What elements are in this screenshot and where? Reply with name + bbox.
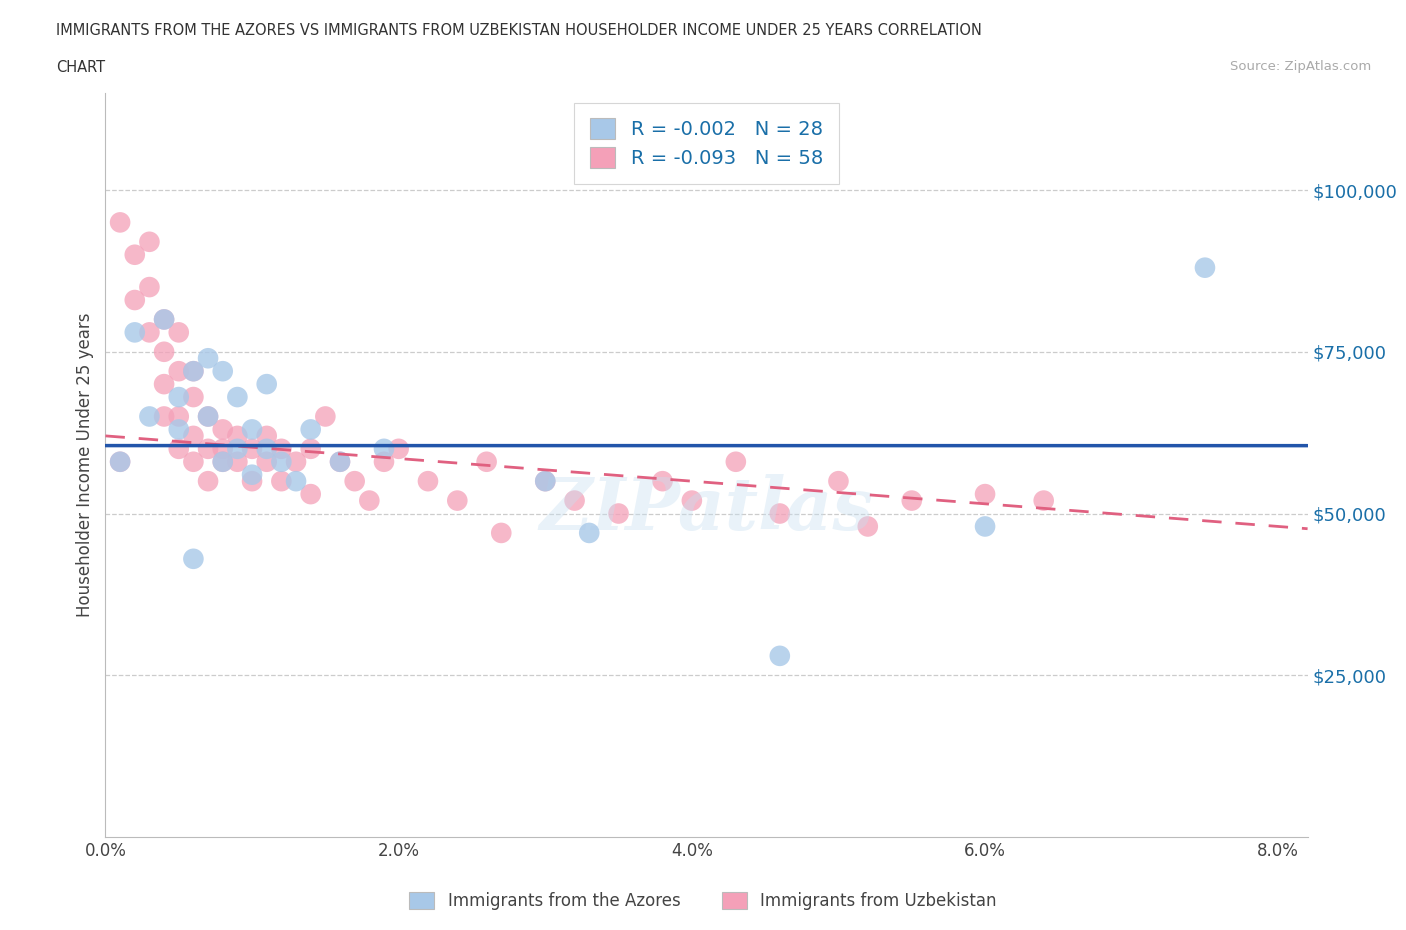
Point [974,486,997,501]
Point [651,473,673,488]
Point [388,442,411,457]
Point [416,473,439,488]
Point [681,493,703,508]
Point [167,409,190,424]
Point [138,409,160,424]
Point [343,473,366,488]
Point [153,312,176,326]
Point [108,455,131,470]
Point [256,377,278,392]
Point [607,506,630,521]
Point [138,234,160,249]
Point [240,467,263,482]
Point [197,442,219,457]
Point [769,506,792,521]
Point [211,442,233,457]
Point [534,473,557,488]
Point [359,493,381,508]
Point [211,455,233,470]
Point [183,551,205,566]
Point [856,519,879,534]
Point [270,455,292,470]
Point [285,473,308,488]
Point [226,429,249,444]
Point [256,455,278,470]
Point [183,390,205,405]
Point [124,293,146,308]
Y-axis label: Householder Income Under 25 years: Householder Income Under 25 years [76,312,94,618]
Point [197,351,219,365]
Point [197,473,219,488]
Point [226,442,249,457]
Point [256,429,278,444]
Point [373,442,395,457]
Point [183,364,205,379]
Point [240,422,263,437]
Point [314,409,336,424]
Point [974,519,997,534]
Point [827,473,849,488]
Point [153,409,176,424]
Point [138,280,160,295]
Point [724,455,747,470]
Point [211,455,233,470]
Point [564,493,586,508]
Legend: Immigrants from the Azores, Immigrants from Uzbekistan: Immigrants from the Azores, Immigrants f… [402,885,1004,917]
Point [373,455,395,470]
Point [285,455,308,470]
Point [226,455,249,470]
Point [491,525,513,540]
Point [167,325,190,339]
Point [183,455,205,470]
Point [270,473,292,488]
Point [167,390,190,405]
Point [534,473,557,488]
Point [183,364,205,379]
Point [578,525,600,540]
Point [240,473,263,488]
Point [197,409,219,424]
Point [183,429,205,444]
Point [167,364,190,379]
Point [256,442,278,457]
Point [475,455,498,470]
Point [167,442,190,457]
Text: Source: ZipAtlas.com: Source: ZipAtlas.com [1230,60,1371,73]
Point [124,247,146,262]
Point [900,493,922,508]
Point [153,377,176,392]
Text: IMMIGRANTS FROM THE AZORES VS IMMIGRANTS FROM UZBEKISTAN HOUSEHOLDER INCOME UNDE: IMMIGRANTS FROM THE AZORES VS IMMIGRANTS… [56,23,983,38]
Point [446,493,468,508]
Point [153,312,176,326]
Point [1194,260,1216,275]
Point [329,455,352,470]
Point [1032,493,1054,508]
Point [226,390,249,405]
Point [769,648,792,663]
Point [197,409,219,424]
Legend: R = -0.002   N = 28, R = -0.093   N = 58: R = -0.002 N = 28, R = -0.093 N = 58 [575,102,838,184]
Point [108,455,131,470]
Point [299,486,322,501]
Point [138,325,160,339]
Point [124,325,146,339]
Point [167,422,190,437]
Point [108,215,131,230]
Point [211,364,233,379]
Point [329,455,352,470]
Text: ZIPatlas: ZIPatlas [540,474,873,545]
Point [270,442,292,457]
Point [299,422,322,437]
Point [211,422,233,437]
Point [299,442,322,457]
Text: CHART: CHART [56,60,105,75]
Point [240,442,263,457]
Point [153,344,176,359]
